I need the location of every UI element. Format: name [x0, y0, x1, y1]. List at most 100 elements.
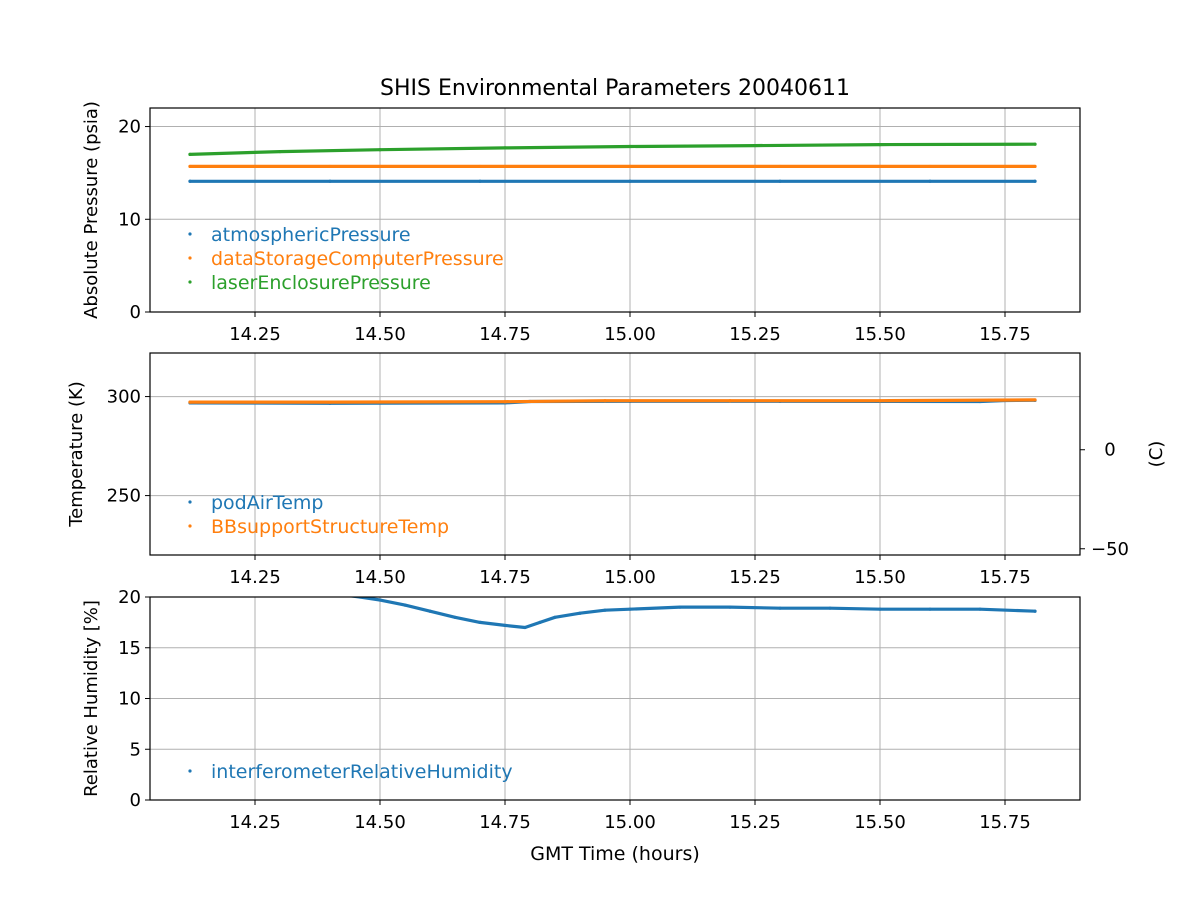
data-point: [878, 607, 882, 611]
data-point: [778, 179, 782, 183]
legend-label: dataStorageComputerPressure: [211, 248, 504, 270]
legend-marker: [188, 500, 192, 504]
data-point: [188, 400, 192, 404]
data-point: [628, 607, 632, 611]
data-point: [828, 606, 832, 610]
y-right-tick-label: −50: [1091, 539, 1129, 560]
data-point: [538, 620, 542, 624]
y-axis-label: Absolute Pressure (psia): [81, 101, 102, 319]
y-tick-label: 0: [130, 302, 141, 323]
x-tick-label: 14.75: [479, 812, 531, 833]
x-tick-label: 15.50: [854, 812, 906, 833]
y-tick-label: 0: [130, 790, 141, 811]
y-axis-label: Relative Humidity [%]: [81, 600, 102, 797]
legend-marker: [188, 280, 192, 284]
x-tick-label: 15.75: [979, 567, 1031, 588]
legend-label: atmosphericPressure: [211, 224, 411, 246]
y-tick-label: 20: [118, 117, 141, 138]
data-point: [1033, 179, 1037, 183]
x-tick-label: 15.00: [604, 567, 656, 588]
data-point: [523, 625, 527, 630]
data-point: [728, 605, 732, 609]
y-tick-label: 15: [118, 638, 141, 659]
legend-marker: [188, 256, 192, 260]
data-point: [628, 164, 632, 169]
data-point: [1033, 142, 1037, 146]
chart-panels: 14.25 14.50 14.75 15.00 15.25 15.50 15.75 0 10 20…: [66, 101, 1167, 833]
x-tick-label: 15.25: [729, 567, 781, 588]
data-point: [503, 623, 507, 628]
series-group: [188, 142, 1037, 183]
y-tick-label: 300: [107, 387, 141, 408]
x-tick-label: 14.50: [354, 812, 406, 833]
x-tick-label: 15.25: [729, 812, 781, 833]
x-tick-label: 14.75: [479, 324, 531, 345]
x-tick-label: 15.00: [604, 812, 656, 833]
legend-label: BBsupportStructureTemp: [211, 516, 449, 538]
data-point: [1033, 398, 1037, 402]
data-point: [328, 179, 332, 183]
data-point: [478, 620, 482, 624]
y-tick-label: 20: [118, 587, 141, 608]
x-tick-label: 14.25: [229, 567, 281, 588]
legend-marker: [188, 524, 192, 528]
data-point: [603, 608, 607, 612]
data-point: [328, 400, 332, 404]
series-line-laserEnclosurePressure: [188, 142, 1037, 156]
data-point: [453, 615, 457, 619]
legend-label: laserEnclosurePressure: [211, 272, 431, 294]
data-point: [278, 149, 282, 154]
x-tick-label: 14.25: [229, 812, 281, 833]
x-tick-label: 15.00: [604, 324, 656, 345]
data-point: [378, 598, 382, 602]
data-point: [878, 399, 882, 403]
data-point: [428, 609, 432, 613]
data-point: [628, 179, 632, 183]
data-point: [478, 179, 482, 183]
data-point: [603, 399, 607, 403]
data-point: [188, 164, 192, 169]
data-point: [753, 143, 757, 148]
panel-2: 14.25 14.50 14.75 15.00 15.25 15.50 15.75 0 5 10 1…: [81, 587, 1081, 833]
data-point: [1033, 164, 1037, 169]
axes-frame: [149, 107, 1081, 313]
y-right-tick-label: 0: [1104, 440, 1115, 461]
legend-label: interferometerRelativeHumidity: [211, 761, 513, 783]
data-point: [188, 152, 192, 156]
series-group: [188, 398, 1037, 405]
y-tick-label: 10: [118, 689, 141, 710]
data-point: [553, 615, 557, 619]
x-tick-label: 14.75: [479, 567, 531, 588]
x-tick-label: 15.75: [979, 812, 1031, 833]
chart-title: SHIS Environmental Parameters 20040611: [380, 76, 850, 101]
data-point: [778, 164, 782, 169]
axes-frame: [149, 352, 1081, 556]
data-point: [778, 606, 782, 610]
panel-0: 14.25 14.50 14.75 15.00 15.25 15.50 15.75 0 10 20…: [81, 101, 1081, 345]
data-point: [578, 611, 582, 615]
x-tick-label: 15.50: [854, 567, 906, 588]
x-tick-label: 15.75: [979, 324, 1031, 345]
x-axis-label: GMT Time (hours): [530, 843, 700, 865]
x-tick-label: 15.25: [729, 324, 781, 345]
data-point: [628, 144, 632, 149]
data-point: [503, 400, 507, 404]
data-point: [188, 179, 192, 183]
panel-1: 14.25 14.50 14.75 15.00 15.25 15.50 15.75 250 30…: [66, 352, 1167, 588]
x-tick-label: 14.50: [354, 567, 406, 588]
data-point: [403, 603, 407, 607]
y-right-axis-label: (C): [1146, 441, 1167, 468]
legend-label: podAirTemp: [211, 492, 323, 514]
data-point: [928, 179, 932, 183]
y-tick-label: 5: [130, 739, 141, 760]
data-point: [503, 146, 507, 150]
y-axis-label: Temperature (K): [66, 381, 87, 528]
legend-marker: [188, 232, 192, 236]
x-tick-label: 15.50: [854, 324, 906, 345]
y-tick-label: 10: [118, 209, 141, 230]
y-tick-label: 250: [107, 486, 141, 507]
data-point: [928, 607, 932, 611]
data-point: [478, 164, 482, 169]
